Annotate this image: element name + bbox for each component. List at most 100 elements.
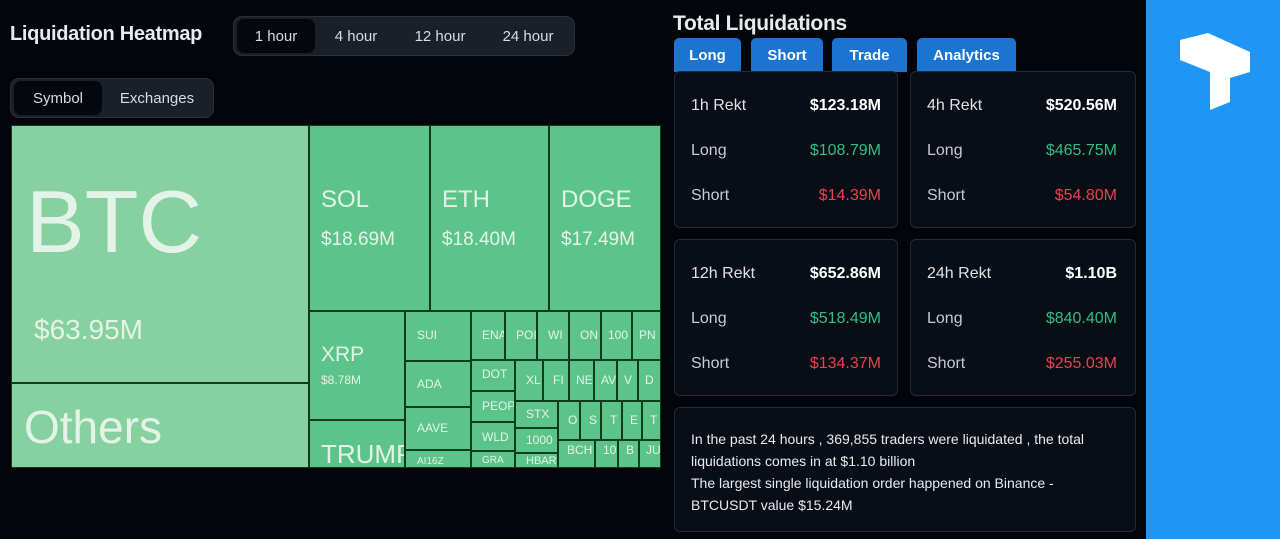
time-tab[interactable]: 24 hour xyxy=(502,27,554,45)
time-tab[interactable]: 12 hour xyxy=(414,27,466,45)
heatmap-tile[interactable]: ON xyxy=(569,311,601,360)
tile-symbol: GRA xyxy=(482,456,504,466)
totals-title: Total Liquidations xyxy=(673,12,847,35)
tile-symbol: B xyxy=(626,444,635,456)
heatmap-tile[interactable]: POI xyxy=(505,311,537,360)
heatmap-tile[interactable]: SOL $18.69M xyxy=(309,125,430,311)
tile-symbol: BTC xyxy=(26,178,202,266)
card-value: $840.40M xyxy=(1045,310,1117,327)
heatmap-tile[interactable]: V xyxy=(617,360,638,401)
rekt-card xyxy=(674,239,898,396)
card-value: $1.10B xyxy=(1065,265,1117,282)
heatmap-tile[interactable]: AAVE xyxy=(405,407,471,450)
heatmap-tile[interactable]: ADA xyxy=(405,361,471,407)
heatmap-tile[interactable]: AV xyxy=(594,360,617,401)
heatmap-tile[interactable]: D xyxy=(638,360,661,401)
tile-symbol: FI xyxy=(553,374,564,386)
tile-symbol: 10 xyxy=(603,444,617,456)
tile-symbol: AAVE xyxy=(417,422,449,434)
card-label: 24h Rekt xyxy=(927,265,992,282)
side-panel xyxy=(1146,0,1280,539)
card-label: Short xyxy=(691,187,730,204)
time-tab[interactable]: 4 hour xyxy=(334,27,378,45)
heatmap-tile[interactable]: B xyxy=(618,440,639,468)
heatmap-tile[interactable]: S xyxy=(580,401,601,440)
totals-tab[interactable]: Trade xyxy=(832,38,907,72)
tile-symbol: D xyxy=(645,374,654,386)
heatmap-tile[interactable]: STX xyxy=(515,401,558,428)
tile-symbol: ADA xyxy=(417,378,442,390)
heatmap-tile[interactable]: 100 xyxy=(601,311,632,360)
heatmap-tile[interactable]: O xyxy=(558,401,580,440)
heatmap-tile[interactable]: 10 xyxy=(595,440,618,468)
totals-tab[interactable]: Short xyxy=(751,38,823,72)
heatmap-tile[interactable]: ENA xyxy=(471,311,505,360)
tile-value: $8.78M xyxy=(321,374,362,386)
heatmap-tile[interactable]: TRUMP xyxy=(309,420,405,468)
card-value: $520.56M xyxy=(1045,97,1117,114)
tile-symbol: S xyxy=(589,414,598,426)
view-tab[interactable]: Exchanges xyxy=(119,89,195,107)
heatmap-tile[interactable]: HBAR xyxy=(515,453,558,468)
card-label: Long xyxy=(691,310,727,327)
time-tab[interactable]: 1 hour xyxy=(237,19,315,53)
heatmap-tile[interactable]: AI16Z xyxy=(405,450,471,468)
summary-line: In the past 24 hours , 369,855 traders w… xyxy=(691,431,1085,469)
heatmap-title: Liquidation Heatmap xyxy=(10,23,203,45)
tile-symbol: ETH xyxy=(442,188,490,212)
rekt-card xyxy=(910,239,1136,396)
tile-value: $18.69M xyxy=(321,230,395,249)
heatmap-tile[interactable]: XL xyxy=(515,360,543,401)
heatmap-tile[interactable]: FI xyxy=(543,360,569,401)
tile-symbol: V xyxy=(624,374,633,386)
heatmap-tile[interactable]: DOT xyxy=(471,360,515,391)
tile-symbol: TRUMP xyxy=(321,441,405,467)
tile-symbol: JU xyxy=(646,444,661,456)
heatmap-tile[interactable]: NE xyxy=(569,360,594,401)
view-tab[interactable]: Symbol xyxy=(14,81,102,115)
tile-symbol: 1000 xyxy=(526,434,553,446)
heatmap-tile[interactable]: E xyxy=(622,401,642,440)
tile-symbol: T xyxy=(610,414,618,426)
tile-value: $18.40M xyxy=(442,230,516,249)
heatmap-tile[interactable]: JU xyxy=(639,440,661,468)
heatmap-tile[interactable]: SUI xyxy=(405,311,471,361)
totals-tab[interactable]: Analytics xyxy=(917,38,1016,72)
heatmap-tile[interactable]: XRP $8.78M xyxy=(309,311,405,420)
rekt-card xyxy=(674,71,898,228)
totals-tab[interactable]: Long xyxy=(674,38,741,72)
card-value: $652.86M xyxy=(809,265,881,282)
tile-symbol: E xyxy=(630,414,639,426)
card-value: $255.03M xyxy=(1045,355,1117,372)
heatmap-tile[interactable]: GRA xyxy=(471,451,515,468)
card-value: $108.79M xyxy=(809,142,881,159)
summary-line: The largest single liquidation order hap… xyxy=(691,475,1054,513)
tile-symbol: XRP xyxy=(321,344,365,365)
heatmap-tile[interactable]: BTC $63.95M xyxy=(11,125,309,383)
tile-symbol: NE xyxy=(576,374,593,386)
card-value: $123.18M xyxy=(809,97,881,114)
tile-symbol: SOL xyxy=(321,188,370,212)
summary-card xyxy=(674,407,1136,532)
heatmap-tile[interactable]: T xyxy=(601,401,622,440)
tile-symbol: XL xyxy=(526,374,541,386)
card-label: Long xyxy=(691,142,727,159)
heatmap-tile[interactable]: WLD xyxy=(471,422,515,451)
tile-symbol: SUI xyxy=(417,329,438,341)
heatmap-tile[interactable]: T xyxy=(642,401,661,440)
heatmap-tile[interactable]: WI xyxy=(537,311,569,360)
heatmap-tile[interactable]: ETH $18.40M xyxy=(430,125,549,311)
heatmap-tile[interactable]: Others xyxy=(11,383,309,468)
heatmap-tile[interactable]: PEOP xyxy=(471,391,515,422)
tile-symbol: POI xyxy=(516,329,537,341)
card-label: Short xyxy=(691,355,730,372)
card-value: $465.75M xyxy=(1045,142,1117,159)
tile-symbol: PEOP xyxy=(482,400,515,412)
heatmap-tile[interactable]: BCH xyxy=(558,440,595,468)
tile-symbol: PN xyxy=(639,329,656,341)
heatmap-tile[interactable]: 1000 xyxy=(515,428,558,453)
heatmap-tile[interactable]: PN xyxy=(632,311,661,360)
tile-symbol: WLD xyxy=(482,431,509,443)
tile-symbol: ON xyxy=(580,329,598,341)
heatmap-tile[interactable]: DOGE $17.49M xyxy=(549,125,661,311)
